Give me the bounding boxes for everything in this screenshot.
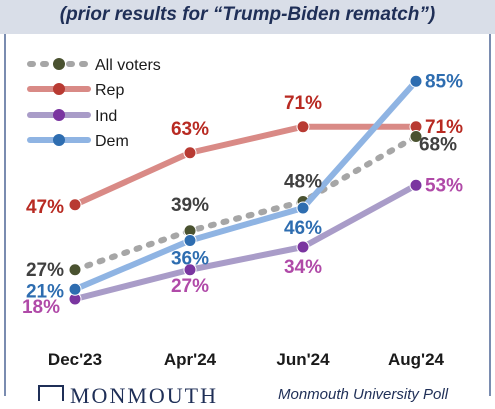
footer-source: Monmouth University Poll (278, 386, 449, 403)
legend-marker-all (53, 58, 65, 70)
data-label-all: 27% (26, 260, 64, 281)
data-label-ind: 18% (22, 297, 60, 318)
data-label-dem: 36% (171, 249, 209, 270)
data-point-dem (68, 282, 82, 296)
data-label-rep: 71% (425, 117, 463, 138)
data-label-all: 39% (171, 195, 209, 216)
chart-subtitle: (prior results for “Trump-Biden rematch”… (59, 4, 436, 25)
data-label-rep: 63% (171, 119, 209, 140)
data-point-all (68, 263, 82, 277)
data-point-rep (296, 120, 310, 134)
data-point-rep (183, 146, 197, 160)
data-label-dem: 85% (425, 71, 463, 92)
monmouth-logo-icon (38, 385, 64, 401)
legend-label-rep: Rep (95, 82, 124, 99)
line-chart: 18% 27% 34% 53% 47% 63% 71% 71% 27% 39% 48% 68% 21% 3… (22, 57, 463, 369)
header-band (0, 0, 495, 34)
x-tick-label: Dec'23 (48, 350, 102, 369)
x-tick-label: Jun'24 (276, 350, 330, 369)
data-label-all: 48% (284, 172, 322, 193)
series-line-dem (72, 78, 419, 293)
data-label-ind: 53% (425, 175, 463, 196)
series-line-rep (72, 123, 419, 208)
data-point-dem (296, 201, 310, 215)
legend-marker-rep (53, 83, 65, 95)
data-point-dem (409, 74, 423, 88)
legend-label-dem: Dem (95, 133, 129, 150)
legend-marker-ind (53, 109, 65, 121)
data-point-rep (68, 198, 82, 212)
series-line-ind (72, 182, 419, 302)
footer-logo-text: MONMOUTH (70, 383, 218, 408)
data-point-ind (296, 240, 310, 254)
legend-marker-dem (53, 134, 65, 146)
data-label-rep: 47% (26, 197, 64, 218)
data-label-dem: 46% (284, 218, 322, 239)
series-line-all (72, 133, 419, 273)
data-point-ind (183, 263, 197, 277)
x-tick-label: Aug'24 (388, 350, 445, 369)
data-label-ind: 27% (171, 276, 209, 297)
data-label-dem: 21% (26, 281, 64, 302)
data-point-dem (183, 234, 197, 247)
data-label-ind: 34% (284, 257, 322, 278)
plot-border (4, 34, 491, 396)
data-point-all (409, 130, 423, 143)
legend-label-all: All voters (95, 57, 161, 74)
data-label-rep: 71% (284, 93, 322, 114)
x-tick-label: Apr'24 (164, 350, 217, 369)
legend-label-ind: Ind (95, 108, 117, 125)
data-label-all: 68% (419, 135, 457, 156)
data-point-ind (409, 178, 423, 192)
